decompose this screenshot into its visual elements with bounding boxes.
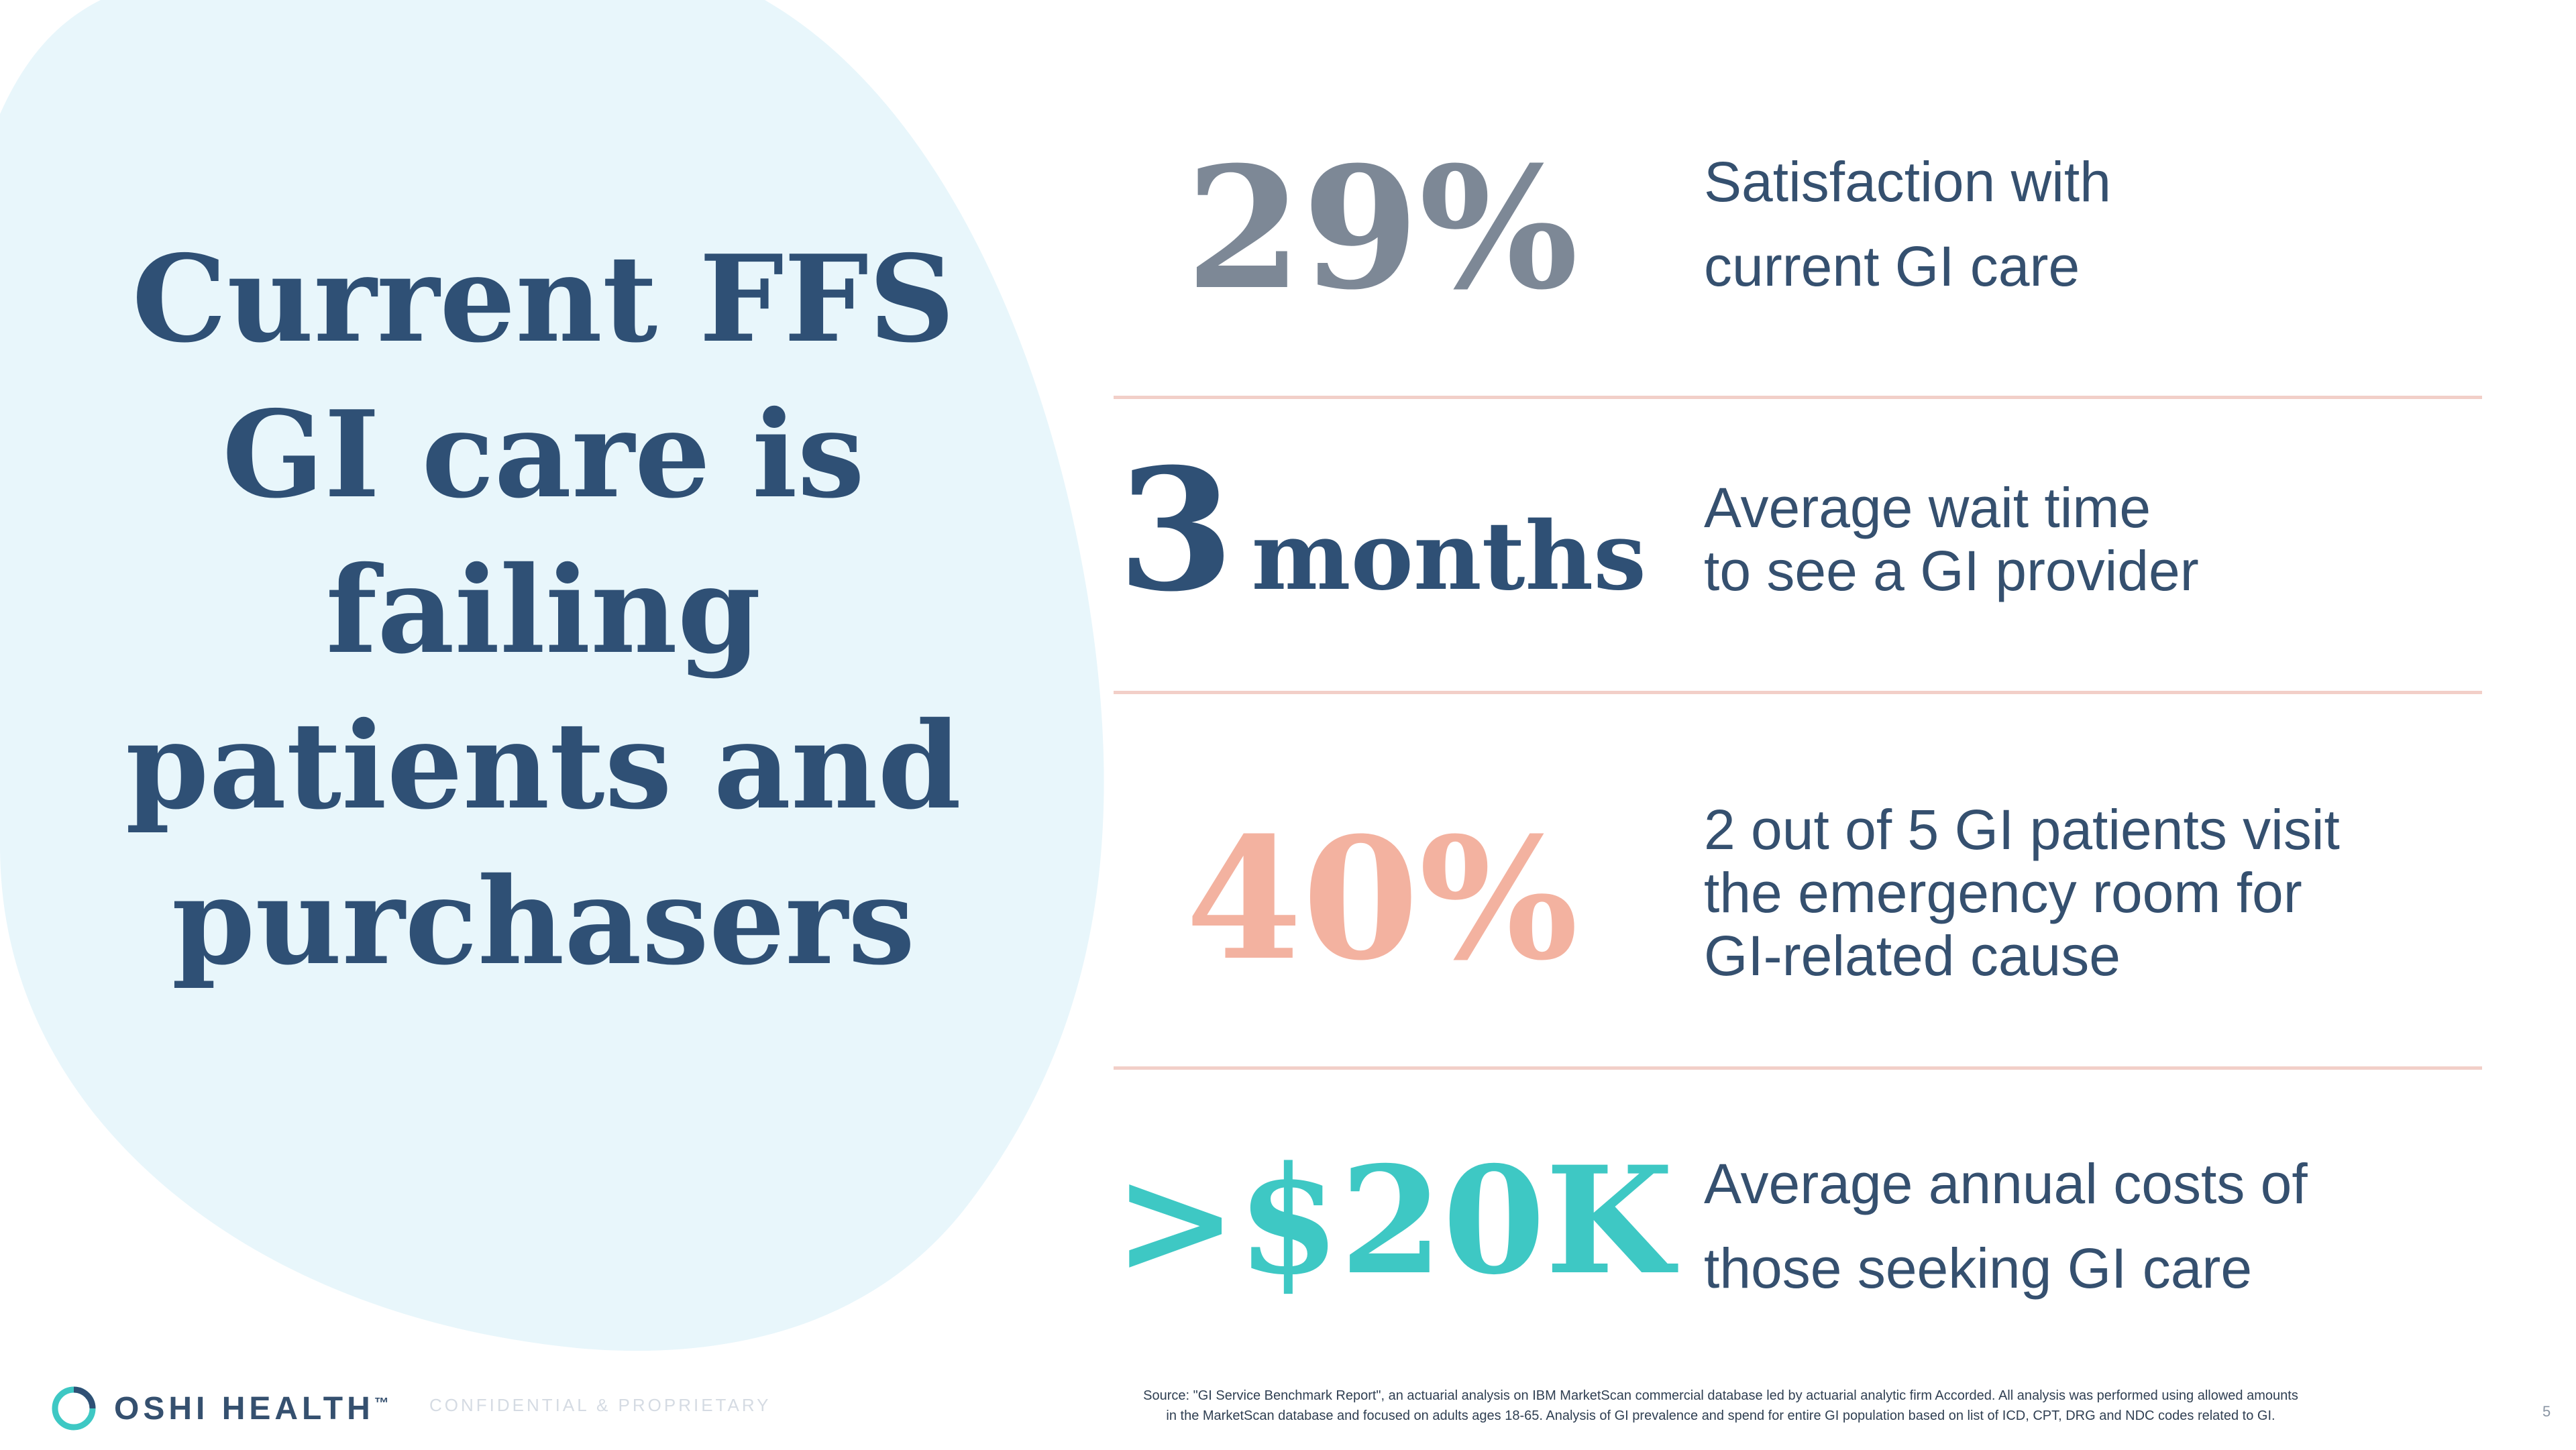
divider bbox=[1114, 1066, 2482, 1070]
stat-value: >$20K bbox=[1114, 1133, 1674, 1307]
source-note-line: Source: "GI Service Benchmark Report", a… bbox=[1143, 1388, 2298, 1403]
stat-value: 3 months bbox=[1114, 443, 1650, 673]
background-blob bbox=[0, 0, 1104, 1351]
stat-description: Satisfaction with current GI care bbox=[1704, 140, 2509, 309]
stat-description: 2 out of 5 GI patients visit the emergen… bbox=[1704, 798, 2509, 987]
stat-description: Average annual costs of those seeking GI… bbox=[1704, 1141, 2509, 1310]
stat-wait-time: 3 months Average wait time to see a GI p… bbox=[1114, 443, 2509, 630]
headline-line-1: Current FFS bbox=[131, 229, 955, 369]
brand-name: OSHI HEALTH™ bbox=[114, 1390, 389, 1427]
stat-value-unit: months bbox=[1251, 502, 1647, 612]
headline-line-5: purchasers bbox=[171, 851, 916, 991]
stat-annual-costs: >$20K Average annual costs of those seek… bbox=[1114, 1127, 2509, 1315]
headline-line-2: GI care is bbox=[222, 384, 865, 524]
stat-description-line: the emergency room for bbox=[1704, 861, 2302, 924]
logo-ring-icon bbox=[52, 1386, 96, 1431]
divider bbox=[1114, 691, 2482, 694]
stat-description-line: 2 out of 5 GI patients visit bbox=[1704, 798, 2340, 861]
divider bbox=[1114, 396, 2482, 399]
stat-description-line: current GI care bbox=[1704, 235, 2080, 298]
headline-line-3: failing bbox=[325, 540, 761, 680]
stat-value: 29% bbox=[1185, 129, 1578, 327]
stat-value: 40% bbox=[1185, 800, 1578, 997]
stat-description-line: to see a GI provider bbox=[1704, 539, 2199, 602]
headline-line-4: patients and bbox=[125, 695, 961, 836]
stat-description-line: GI-related cause bbox=[1704, 924, 2121, 987]
stat-value-number: 3 bbox=[1117, 431, 1234, 628]
stat-description-line: Average wait time bbox=[1704, 476, 2151, 539]
source-note-line: in the MarketScan database and focused o… bbox=[1166, 1408, 2275, 1423]
stat-description-line: those seeking GI care bbox=[1704, 1237, 2253, 1300]
stat-description-line: Satisfaction with bbox=[1704, 150, 2111, 213]
stat-description: Average wait time to see a GI provider bbox=[1704, 476, 2509, 602]
confidential-notice: CONFIDENTIAL & PROPRIETARY bbox=[429, 1395, 771, 1415]
oshi-health-logo: OSHI HEALTH™ bbox=[47, 1382, 389, 1435]
stat-er-visits: 40% 2 out of 5 GI patients visit the eme… bbox=[1114, 798, 2509, 999]
headline: Current FFS GI care is failing patients … bbox=[121, 221, 966, 999]
stat-satisfaction: 29% Satisfaction with current GI care bbox=[1114, 127, 2509, 329]
source-note: Source: "GI Service Benchmark Report", a… bbox=[939, 1386, 2502, 1426]
page-number: 5 bbox=[2542, 1403, 2551, 1420]
stat-description-line: Average annual costs of bbox=[1704, 1152, 2308, 1215]
